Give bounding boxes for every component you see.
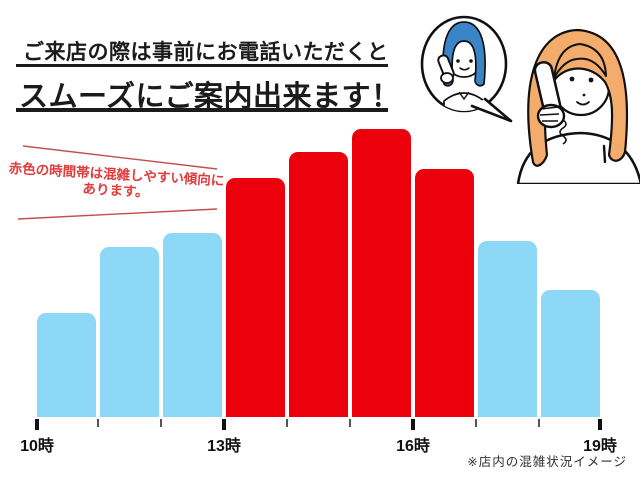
footnote: ※店内の混雑状況イメージ [467, 455, 627, 469]
x-axis [35, 419, 603, 431]
customer-on-phone-icon [516, 28, 640, 184]
bar-12-13時 [163, 233, 222, 417]
phone-call-illustration [420, 15, 640, 184]
speech-bubble-icon [420, 15, 513, 123]
bar-18-19時 [541, 290, 600, 417]
bar-16-17時 [415, 169, 474, 417]
x-labels: 10時 13時 16時 19時 [20, 432, 617, 455]
bar-11-12時 [100, 247, 159, 417]
bar-15-16時 [352, 129, 411, 417]
x-tick-label: 19時 [583, 438, 617, 455]
bar-14-15時 [289, 152, 348, 417]
x-tick-major [222, 419, 226, 430]
x-tick-major [35, 419, 39, 430]
x-tick-minor [97, 419, 99, 427]
bar-group [37, 112, 603, 417]
x-tick-minor [160, 419, 162, 427]
x-tick-minor [538, 419, 540, 427]
x-tick-minor [349, 419, 351, 427]
x-tick-label: 10時 [20, 438, 54, 455]
headline-line2: スムーズにご案内出来ます！ [19, 81, 401, 113]
bar-13-14時 [226, 178, 285, 417]
headline-underline-1 [16, 64, 388, 67]
bar-17-18時 [478, 241, 537, 417]
x-tick-label: 16時 [396, 438, 430, 455]
x-tick-minor [286, 419, 288, 427]
x-tick-minor [475, 419, 477, 427]
x-tick-major [598, 419, 602, 430]
bar-10-11時 [37, 313, 96, 417]
headline-underline-2 [16, 108, 388, 112]
headline-line1: ご来店の際は事前にお電話いただくと [23, 41, 389, 64]
x-tick-major [411, 419, 415, 430]
x-tick-label: 13時 [207, 438, 241, 455]
operator-on-phone-icon [437, 21, 486, 111]
